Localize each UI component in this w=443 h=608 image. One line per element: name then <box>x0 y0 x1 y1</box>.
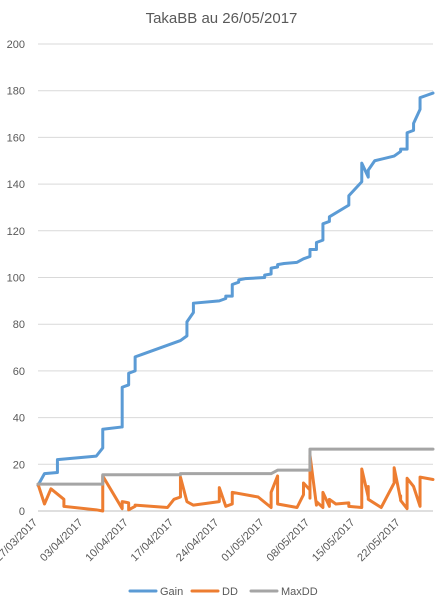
legend-label-maxdd: MaxDD <box>281 586 318 598</box>
legend-label-gain: Gain <box>160 586 183 598</box>
x-tick-label: 22/05/2017 <box>355 517 402 564</box>
y-tick-label: 200 <box>7 39 25 51</box>
x-tick-label: 03/04/2017 <box>38 517 85 564</box>
gridlines <box>38 43 433 465</box>
y-tick-label: 40 <box>13 413 25 425</box>
y-tick-label: 120 <box>7 226 25 238</box>
x-tick-label: 27/03/2017 <box>0 517 40 564</box>
y-tick-label: 180 <box>7 86 25 98</box>
chart-title: TakaBB au 26/05/2017 <box>146 10 298 27</box>
x-tick-label: 17/04/2017 <box>129 517 176 564</box>
x-tick-label: 24/04/2017 <box>174 517 221 564</box>
y-tick-label: 60 <box>13 366 25 378</box>
x-tick-label: 10/04/2017 <box>83 517 130 564</box>
y-tick-label: 80 <box>13 319 25 331</box>
legend-label-dd: DD <box>222 586 238 598</box>
y-tick-label: 0 <box>19 506 25 518</box>
series-lines <box>36 91 435 513</box>
y-tick-label: 160 <box>7 132 25 144</box>
x-tick-label: 01/05/2017 <box>219 517 266 564</box>
series-line-gain <box>36 91 435 487</box>
y-tick-label: 100 <box>7 273 25 285</box>
series-line-dd <box>36 453 435 513</box>
y-tick-label: 140 <box>7 179 25 191</box>
x-tick-label: 15/05/2017 <box>310 517 357 564</box>
y-tick-label: 20 <box>13 459 25 471</box>
series-line-maxdd <box>36 447 435 486</box>
x-tick-label: 08/05/2017 <box>265 517 312 564</box>
legend: Gain DD MaxDD <box>128 586 318 598</box>
